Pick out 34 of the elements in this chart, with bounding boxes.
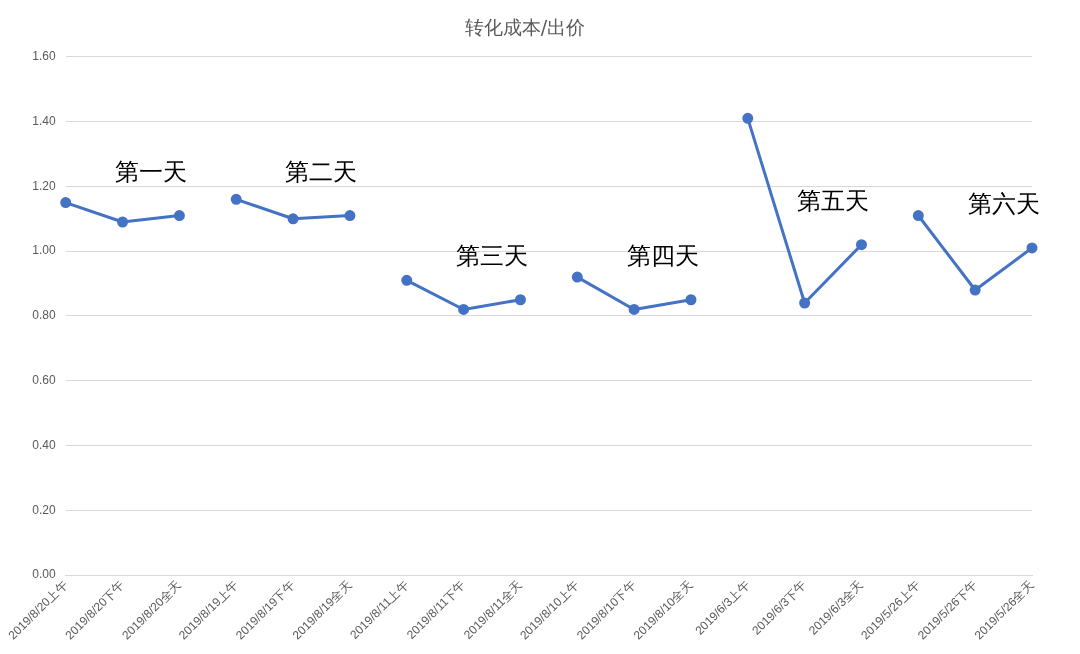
point [287, 213, 299, 225]
point [401, 274, 413, 286]
point [514, 294, 526, 306]
point [230, 193, 242, 205]
point [969, 284, 981, 296]
point [344, 210, 356, 222]
annotation: 第三天 [456, 241, 529, 270]
annotation: 第六天 [967, 190, 1040, 219]
annotation: 第二天 [285, 157, 358, 186]
annotation: 第五天 [797, 186, 870, 215]
point [685, 294, 697, 306]
point [742, 112, 754, 124]
point [173, 210, 185, 222]
y-tick-label: 1.20 [32, 178, 57, 193]
point [571, 271, 583, 283]
y-tick-label: 0.00 [32, 567, 57, 582]
y-tick-label: 1.00 [32, 243, 57, 258]
point [60, 197, 72, 209]
point [912, 210, 924, 222]
annotation: 第四天 [626, 241, 699, 270]
y-tick-label: 1.40 [32, 113, 57, 128]
annotation: 第一天 [114, 157, 187, 186]
y-tick-label: 0.60 [32, 373, 57, 388]
y-tick-label: 0.20 [32, 502, 57, 517]
chart-title: 转化成本/出价 [464, 16, 586, 39]
y-tick-label: 1.60 [32, 49, 57, 64]
point [799, 297, 811, 309]
y-tick-label: 0.80 [32, 308, 57, 323]
point [117, 216, 129, 228]
point [1026, 242, 1038, 254]
point [855, 239, 867, 251]
point [458, 303, 470, 315]
y-tick-label: 0.40 [32, 437, 57, 452]
point [628, 303, 640, 315]
